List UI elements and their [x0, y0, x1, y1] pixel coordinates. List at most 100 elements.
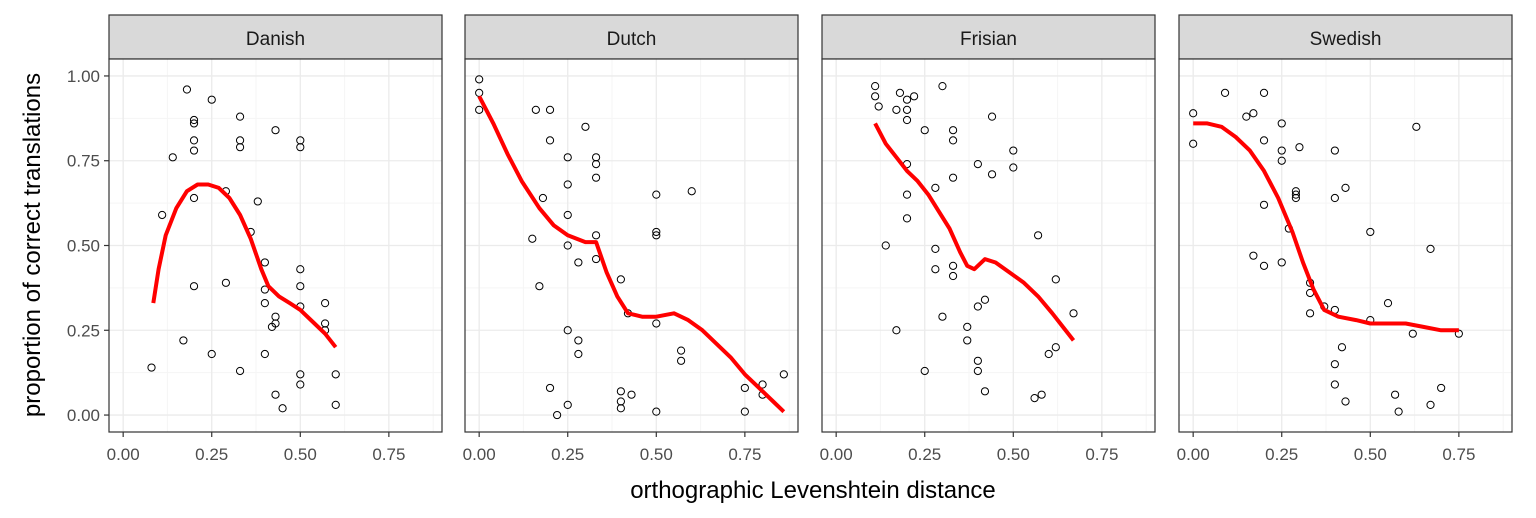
data-point [189, 146, 199, 155]
data-point [545, 105, 555, 114]
data-point [179, 336, 188, 345]
data-point [1189, 109, 1198, 118]
y-tick-label: 0.50 [67, 237, 100, 256]
data-point [871, 92, 880, 101]
data-point [189, 136, 199, 145]
data-point [168, 153, 177, 162]
data-point [1305, 309, 1315, 318]
data-point [296, 282, 305, 291]
data-point [1259, 261, 1269, 270]
data-point [973, 160, 982, 169]
data-point [895, 88, 905, 98]
smooth-line [1193, 121, 1459, 333]
panel-border [821, 58, 1156, 433]
data-point [973, 356, 982, 365]
data-point [920, 366, 929, 376]
y-axis-title: proportion of correct translations [19, 73, 46, 417]
data-point [528, 234, 537, 243]
data-point [740, 407, 749, 416]
data-point [1437, 383, 1446, 393]
panel-dutch: Dutch 0.00 0.25 0.50 0.75 [463, 14, 799, 464]
panels-layer: Danish 0.00 0.25 0.50 0.75 Dutch 0.00 0.25 0.50 0… [107, 14, 1513, 464]
y-axis: 0.00 0.25 0.50 0.75 1.00 [67, 67, 109, 425]
data-point [902, 115, 912, 125]
panel-frisian: Frisian 0.00 0.25 0.50 0.75 [820, 14, 1156, 464]
data-point [963, 322, 972, 331]
data-point [331, 370, 340, 379]
x-tick-label: 0.25 [1265, 445, 1298, 464]
panel-swedish: Swedish 0.00 0.25 0.50 0.75 [1177, 14, 1513, 464]
data-point [1341, 183, 1350, 192]
panel-border [464, 58, 799, 433]
data-point [591, 231, 601, 240]
data-point [271, 390, 280, 399]
data-point [331, 400, 340, 409]
data-point [931, 183, 940, 192]
data-point [758, 380, 767, 389]
data-point [687, 187, 696, 196]
data-point [545, 383, 555, 393]
data-point [1277, 156, 1286, 165]
data-point [874, 102, 883, 111]
smooth-line [873, 122, 1076, 342]
data-point [1330, 380, 1339, 389]
data-point [260, 285, 269, 294]
data-point [1277, 146, 1286, 155]
data-point [475, 105, 484, 114]
data-point [616, 275, 625, 284]
data-point [1259, 200, 1269, 209]
data-point [189, 119, 199, 128]
x-tick-label: 0.75 [372, 445, 405, 464]
panel-border [1178, 58, 1513, 433]
data-point [892, 105, 901, 114]
data-point [987, 170, 997, 179]
data-point [1394, 407, 1403, 416]
data-point [1337, 343, 1347, 352]
data-point [253, 197, 262, 206]
data-point [1249, 109, 1258, 118]
strip-label: Danish [246, 29, 305, 50]
data-point [931, 265, 940, 274]
data-point [948, 173, 958, 182]
data-point [320, 299, 330, 308]
strip-label: Dutch [607, 29, 657, 50]
data-point [581, 122, 590, 131]
data-point [574, 349, 583, 359]
x-tick-label: 0.25 [551, 445, 584, 464]
data-point [235, 143, 245, 152]
data-point [963, 336, 972, 345]
data-point [563, 241, 572, 250]
data-point [938, 312, 947, 321]
data-point [948, 261, 958, 270]
data-point [296, 265, 305, 274]
data-point [652, 231, 661, 240]
y-tick-label: 0.25 [67, 321, 100, 340]
x-tick-label: 0.25 [195, 445, 228, 464]
x-tick-label: 0.50 [284, 445, 317, 464]
data-point [1277, 119, 1286, 128]
data-point [1295, 143, 1304, 152]
data-point [910, 92, 919, 101]
data-point [1259, 88, 1269, 98]
data-point [563, 210, 572, 220]
data-point [1051, 275, 1060, 284]
data-point [779, 370, 788, 379]
data-point [475, 75, 484, 84]
data-point [676, 356, 686, 365]
data-point [563, 180, 572, 189]
data-point [1390, 390, 1400, 399]
x-tick-label: 0.75 [1442, 445, 1475, 464]
data-point [1408, 329, 1417, 338]
data-point [652, 407, 661, 416]
data-point [902, 214, 912, 223]
data-point [1033, 231, 1043, 240]
data-point [1426, 400, 1435, 409]
data-point [1069, 309, 1078, 318]
data-point [1330, 146, 1339, 155]
data-point [1044, 349, 1053, 359]
data-point [296, 380, 305, 389]
data-point [147, 363, 156, 372]
smooth-line [151, 182, 338, 349]
data-point [948, 126, 958, 135]
